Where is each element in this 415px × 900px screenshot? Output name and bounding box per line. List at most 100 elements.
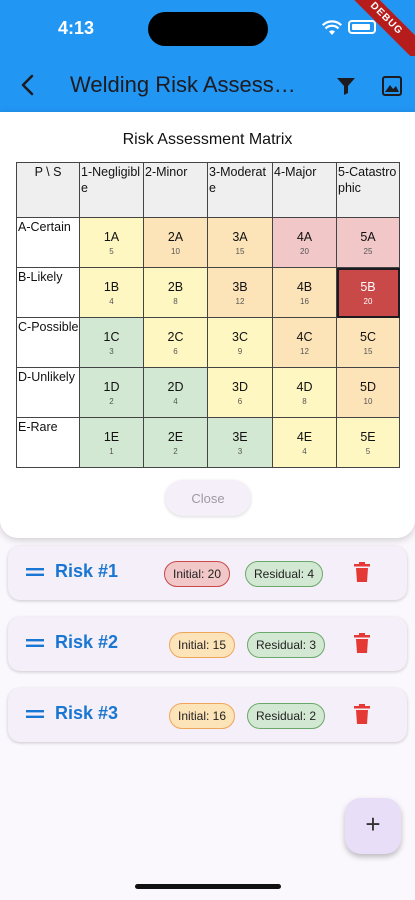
matrix-cell-4c[interactable]: 4C 12	[272, 317, 337, 368]
cell-code: 3C	[232, 329, 248, 344]
cell-code: 5D	[360, 379, 376, 394]
risk-matrix: P \ S 1-Negligible 2-Minor 3-Moderate 4-…	[16, 162, 400, 468]
cell-score: 5	[109, 246, 114, 256]
filter-icon[interactable]	[334, 74, 358, 98]
battery-icon	[348, 20, 376, 34]
matrix-row: C-Possible 1C 3 2C 6 3C 9 4C 12 5C 15	[16, 317, 400, 368]
matrix-cell-3e[interactable]: 3E 3	[207, 417, 273, 468]
home-indicator	[135, 884, 281, 889]
matrix-cell-2a[interactable]: 2A 10	[143, 217, 208, 268]
page-title: Welding Risk Assessment	[70, 72, 298, 97]
matrix-corner-label: P \ S	[16, 162, 80, 218]
cell-code: 4B	[296, 279, 313, 294]
matrix-cell-5c[interactable]: 5C 15	[336, 317, 400, 368]
cell-score: 16	[300, 296, 309, 306]
risk-name: Risk #3	[55, 703, 119, 723]
matrix-cell-3a[interactable]: 3A 15	[207, 217, 273, 268]
matrix-cell-4e[interactable]: 4E 4	[272, 417, 337, 468]
matrix-cell-2d[interactable]: 2D 4	[143, 367, 208, 418]
matrix-cell-1b[interactable]: 1B 4	[79, 267, 144, 318]
cell-code: 2E	[167, 429, 184, 444]
matrix-cell-1d[interactable]: 1D 2	[79, 367, 144, 418]
matrix-cell-1a[interactable]: 1A 5	[79, 217, 144, 268]
cell-score: 15	[363, 346, 373, 356]
risk-name: Risk #2	[55, 632, 119, 652]
matrix-cell-5a[interactable]: 5A 25	[336, 217, 400, 268]
cell-code: 5C	[360, 329, 376, 344]
risk-card[interactable]: Risk #3 Initial: 16 Residual: 2	[8, 688, 407, 742]
drag-handle-icon[interactable]	[26, 565, 44, 579]
cell-score: 10	[363, 396, 373, 406]
matrix-cell-3d[interactable]: 3D 6	[207, 367, 273, 418]
risk-name: Risk #1	[55, 561, 119, 581]
wifi-icon	[322, 20, 342, 35]
severity-header: 5-Catastrophic	[336, 162, 400, 218]
cell-score: 12	[235, 296, 245, 306]
cell-code: 2A	[167, 229, 184, 244]
close-button[interactable]: Close	[165, 480, 251, 516]
matrix-cell-4a[interactable]: 4A 20	[272, 217, 337, 268]
add-risk-button[interactable]: +	[345, 798, 401, 854]
risk-card[interactable]: Risk #1 Initial: 20 Residual: 4	[8, 546, 407, 600]
cell-score: 15	[235, 246, 245, 256]
cell-score: 4	[173, 396, 178, 406]
matrix-cell-5e[interactable]: 5E 5	[336, 417, 400, 468]
plus-icon: +	[365, 809, 381, 839]
cell-score: 6	[173, 346, 178, 356]
probability-label: C-Possible	[16, 317, 80, 368]
cell-code: 4A	[296, 229, 313, 244]
delete-icon[interactable]	[354, 562, 370, 582]
probability-label: D-Unlikely	[16, 367, 80, 418]
cell-score: 20	[363, 296, 373, 306]
matrix-cell-5d[interactable]: 5D 10	[336, 367, 400, 418]
matrix-cell-4b[interactable]: 4B 16	[272, 267, 337, 318]
matrix-cell-4d[interactable]: 4D 8	[272, 367, 337, 418]
cell-score: 4	[302, 446, 307, 456]
app-bar: Welding Risk Assessment	[0, 56, 415, 114]
cell-score: 1	[109, 446, 114, 456]
matrix-cell-3b[interactable]: 3B 12	[207, 267, 273, 318]
cell-code: 4C	[296, 329, 313, 344]
status-bar: 4:13 DEBUG	[0, 0, 415, 65]
matrix-cell-2e[interactable]: 2E 2	[143, 417, 208, 468]
risk-card[interactable]: Risk #2 Initial: 15 Residual: 3	[8, 617, 407, 671]
dialog-title: Risk Assessment Matrix	[122, 131, 293, 148]
initial-score-chip: Initial: 16	[169, 703, 236, 729]
cell-code: 5E	[360, 429, 376, 444]
severity-header: 3-Moderate	[207, 162, 273, 218]
drag-handle-icon[interactable]	[26, 707, 44, 721]
delete-icon[interactable]	[354, 633, 370, 653]
cell-score: 6	[237, 396, 243, 406]
drag-handle-icon[interactable]	[26, 636, 44, 650]
delete-icon[interactable]	[354, 704, 370, 724]
matrix-cell-5b[interactable]: 5B 20	[336, 267, 400, 318]
cell-code: 1D	[103, 379, 120, 394]
matrix-cell-3c[interactable]: 3C 9	[207, 317, 273, 368]
cell-code: 2B	[167, 279, 184, 294]
matrix-cell-1c[interactable]: 1C 3	[79, 317, 144, 368]
cell-score: 2	[173, 446, 178, 456]
cell-score: 20	[300, 246, 309, 256]
matrix-row: E-Rare 1E 1 2E 2 3E 3 4E 4 5E 5	[16, 417, 400, 468]
cell-score: 10	[171, 246, 180, 256]
cell-score: 8	[173, 296, 178, 306]
status-time: 4:13	[58, 18, 95, 38]
matrix-cell-2b[interactable]: 2B 8	[143, 267, 208, 318]
cell-code: 1B	[103, 279, 120, 294]
matrix-row: D-Unlikely 1D 2 2D 4 3D 6 4D 8 5D 10	[16, 367, 400, 418]
cell-score: 8	[302, 396, 307, 406]
cell-score: 2	[109, 396, 114, 406]
arrow-back-icon[interactable]	[16, 72, 42, 98]
initial-score-chip: Initial: 20	[164, 561, 231, 587]
image-icon[interactable]	[380, 74, 404, 98]
matrix-header-row: P \ S 1-Negligible 2-Minor 3-Moderate 4-…	[16, 162, 400, 218]
cell-code: 3D	[232, 379, 248, 394]
matrix-cell-1e[interactable]: 1E 1	[79, 417, 144, 468]
cell-code: 4E	[296, 429, 313, 444]
probability-label: B-Likely	[16, 267, 80, 318]
cell-code: 3B	[232, 279, 248, 294]
residual-score-chip: Residual: 4	[245, 561, 324, 587]
cell-score: 3	[237, 446, 243, 456]
probability-label: E-Rare	[16, 417, 80, 468]
matrix-cell-2c[interactable]: 2C 6	[143, 317, 208, 368]
